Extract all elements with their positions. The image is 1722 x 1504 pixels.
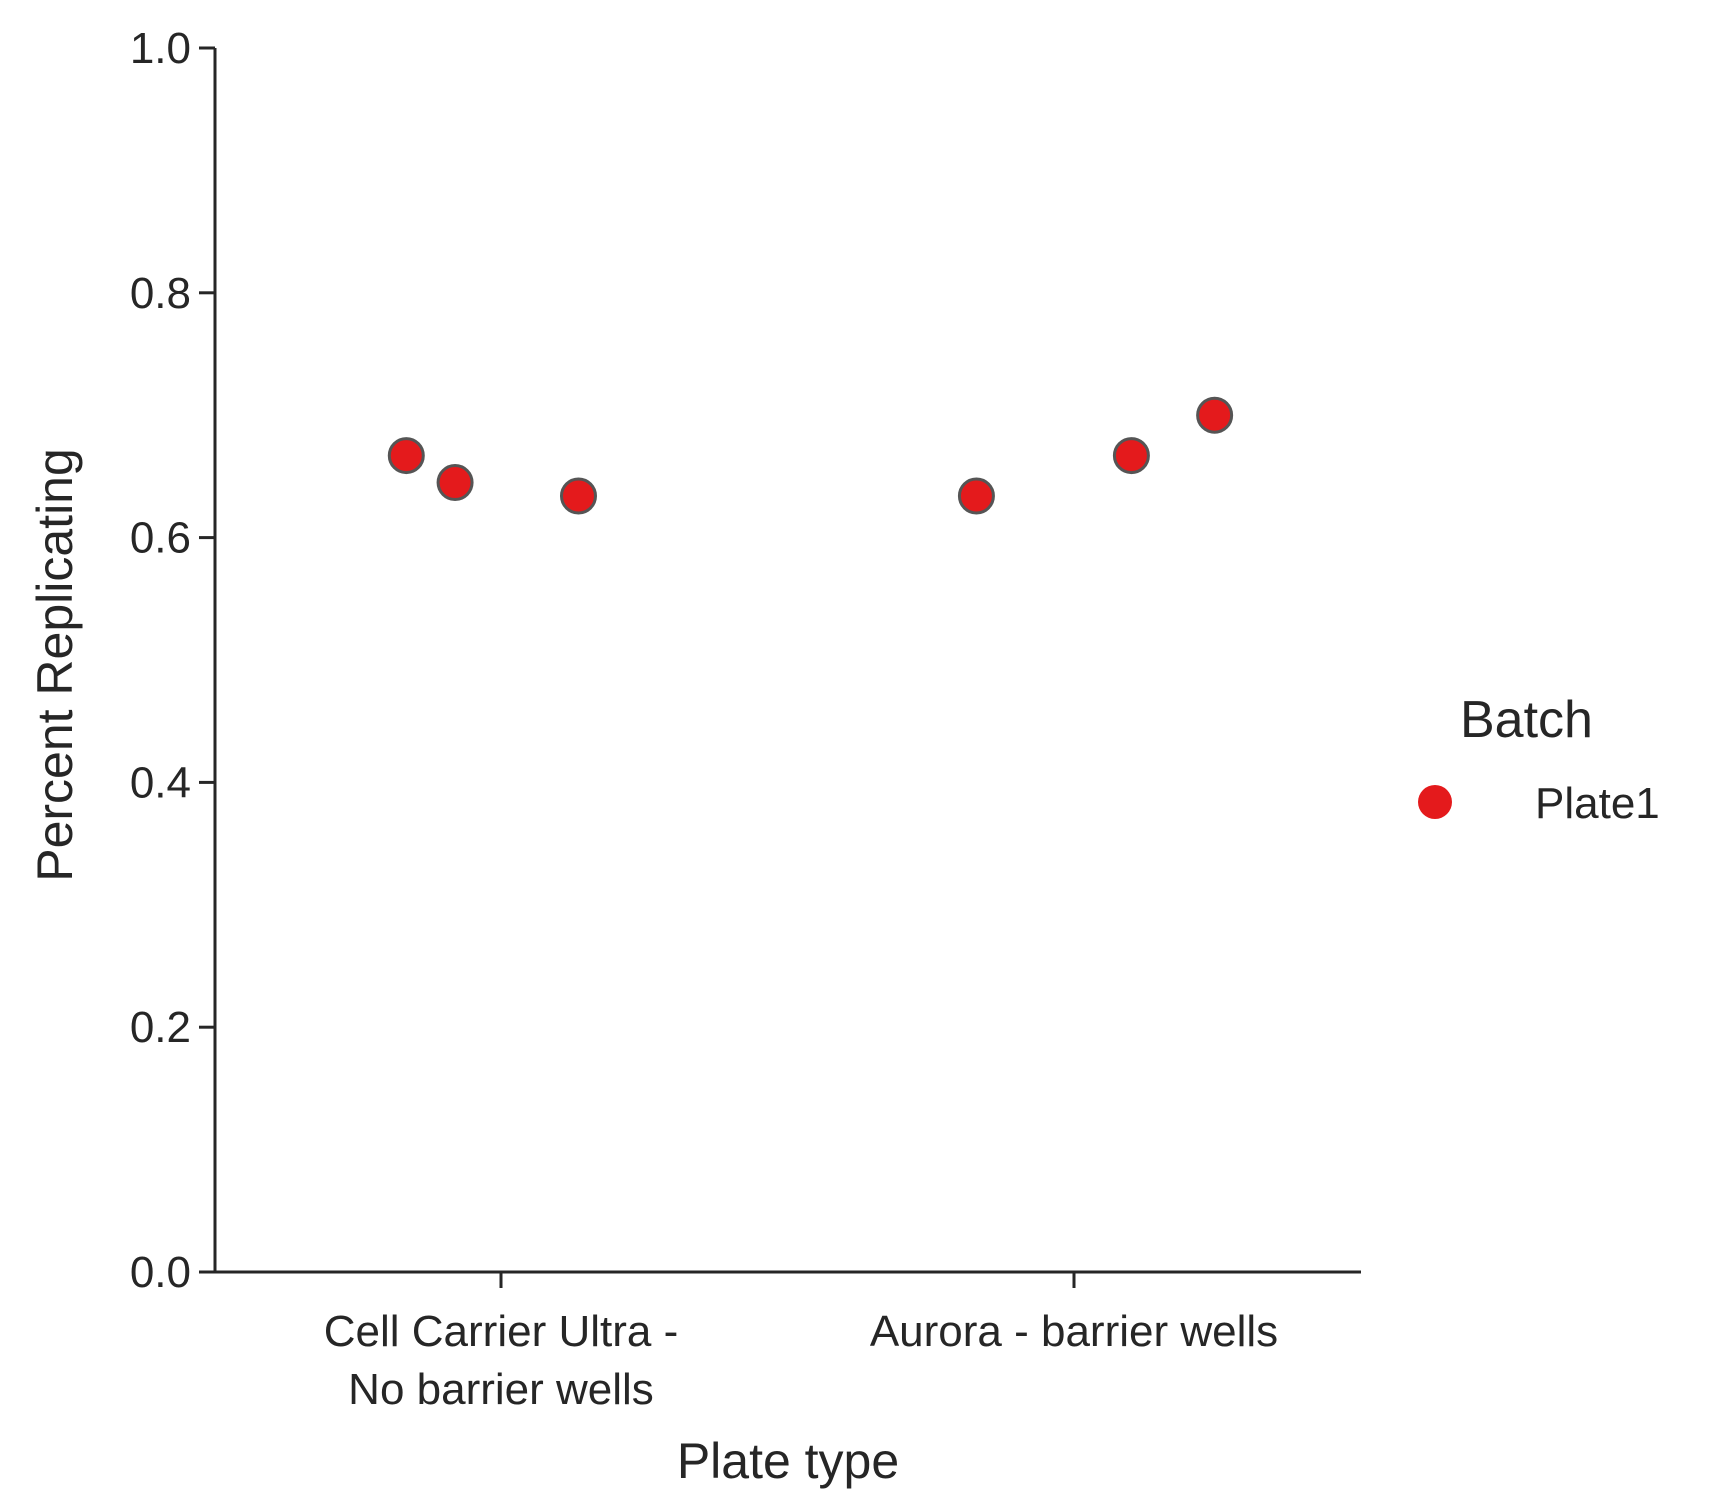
legend-label: Plate1: [1535, 779, 1660, 828]
legend-title: Batch: [1460, 691, 1593, 749]
y-tick-label: 0.6: [130, 514, 191, 563]
y-tick-label: 0.0: [130, 1248, 191, 1297]
data-point: [1196, 396, 1234, 434]
x-axis-label: Plate type: [677, 1433, 899, 1489]
x-tick-label: No barrier wells: [348, 1365, 654, 1414]
x-tick-label: Cell Carrier Ultra -: [324, 1307, 678, 1356]
data-point: [957, 477, 995, 515]
axes: 0.0 0.2 0.4 0.6 0.8 1.0 Cell Carrier Ultra - No…: [27, 24, 1361, 1489]
y-tick-label: 0.4: [130, 758, 191, 807]
x-tick-label: Aurora - barrier wells: [870, 1307, 1278, 1356]
data-point: [1112, 437, 1150, 475]
data-points: [387, 396, 1234, 515]
y-tick-label: 0.2: [130, 1003, 191, 1052]
data-point: [436, 464, 474, 502]
y-axis-label: Percent Replicating: [27, 448, 83, 882]
legend: Batch Plate1: [1418, 691, 1660, 828]
data-point: [559, 477, 597, 515]
data-point: [387, 437, 425, 475]
y-tick-label: 0.8: [130, 269, 191, 318]
y-tick-label: 1.0: [130, 24, 191, 73]
legend-marker: [1418, 785, 1452, 819]
